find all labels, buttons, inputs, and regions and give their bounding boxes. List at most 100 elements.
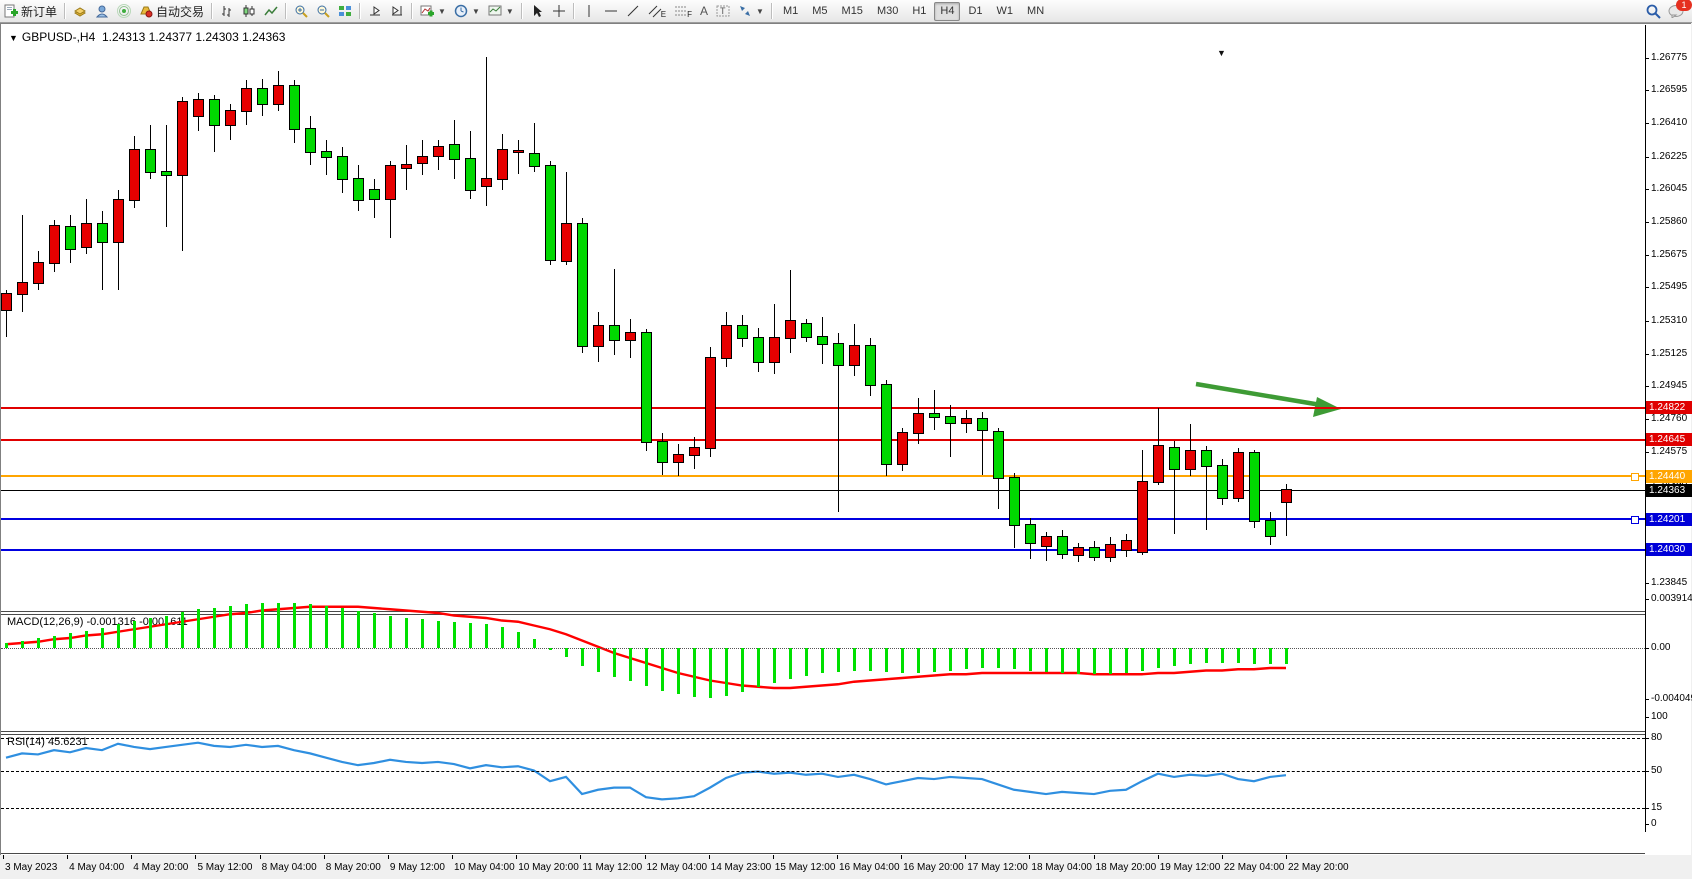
- candle[interactable]: [177, 100, 188, 177]
- chevron-down-icon[interactable]: ▼: [9, 33, 18, 43]
- candle[interactable]: [1137, 480, 1148, 553]
- candle[interactable]: [657, 441, 668, 464]
- candle[interactable]: [577, 222, 588, 347]
- arrows-button[interactable]: ▼: [735, 2, 767, 20]
- candle[interactable]: [241, 88, 252, 112]
- candle[interactable]: [17, 281, 28, 295]
- candle[interactable]: [769, 337, 780, 363]
- candle[interactable]: [337, 156, 348, 180]
- indicators-button[interactable]: ▼: [417, 2, 449, 20]
- horizontal-line-button[interactable]: [601, 2, 621, 20]
- candle[interactable]: [81, 222, 92, 249]
- candle[interactable]: [417, 156, 428, 164]
- zoom-out-button[interactable]: [313, 2, 333, 20]
- candle[interactable]: [977, 418, 988, 431]
- candle[interactable]: [1217, 464, 1228, 499]
- candle[interactable]: [817, 335, 828, 345]
- candle[interactable]: [1153, 444, 1164, 483]
- timeframe-button-m30[interactable]: M30: [876, 4, 899, 17]
- candle[interactable]: [305, 127, 316, 154]
- candle[interactable]: [609, 324, 620, 342]
- candle[interactable]: [993, 430, 1004, 480]
- line-handle[interactable]: [1631, 516, 1639, 525]
- notifications-icon[interactable]: 1: [1668, 0, 1692, 18]
- candlestick-chart-button[interactable]: [239, 2, 259, 20]
- search-icon[interactable]: [1646, 4, 1661, 19]
- candle[interactable]: [625, 332, 636, 342]
- candle[interactable]: [497, 149, 508, 180]
- candle[interactable]: [49, 224, 60, 265]
- trendline-button[interactable]: [623, 2, 643, 20]
- candle[interactable]: [721, 324, 732, 360]
- candle[interactable]: [1009, 477, 1020, 526]
- candle[interactable]: [1041, 536, 1052, 548]
- candle[interactable]: [1281, 489, 1292, 503]
- candle[interactable]: [353, 177, 364, 202]
- new-order-button[interactable]: 新订单: [1, 2, 60, 20]
- channel-button[interactable]: E: [645, 2, 669, 20]
- timeframe-button-w1[interactable]: W1: [996, 4, 1014, 17]
- chart-window[interactable]: ▼ GBPUSD-,H4 1.24313 1.24377 1.24303 1.24…: [0, 23, 1692, 873]
- line-chart-button[interactable]: [261, 2, 281, 20]
- candle[interactable]: [545, 165, 556, 261]
- timeframe-button-m5[interactable]: M5: [812, 4, 828, 17]
- candle[interactable]: [289, 84, 300, 130]
- auto-trading-button[interactable]: 自动交易: [136, 2, 207, 20]
- candle[interactable]: [1057, 536, 1068, 555]
- candle[interactable]: [689, 446, 700, 456]
- horizontal-level-line[interactable]: [1, 406, 1645, 409]
- candle[interactable]: [97, 222, 108, 243]
- candle[interactable]: [401, 163, 412, 170]
- horizontal-level-line[interactable]: [1, 518, 1645, 521]
- candle[interactable]: [465, 158, 476, 191]
- candle[interactable]: [1089, 547, 1100, 559]
- candle[interactable]: [801, 323, 812, 338]
- zoom-in-button[interactable]: [291, 2, 311, 20]
- tile-windows-button[interactable]: [335, 2, 355, 20]
- candle[interactable]: [33, 262, 44, 284]
- candle[interactable]: [641, 332, 652, 444]
- candle[interactable]: [433, 145, 444, 157]
- line-handle[interactable]: [1631, 473, 1639, 482]
- pane-separator[interactable]: [1, 731, 1645, 735]
- market-watch-button[interactable]: [70, 2, 90, 20]
- candle[interactable]: [897, 432, 908, 465]
- candle[interactable]: [1121, 539, 1132, 551]
- candle[interactable]: [1025, 523, 1036, 544]
- vertical-line-button[interactable]: [579, 2, 599, 20]
- candle[interactable]: [321, 151, 332, 159]
- text-label-button[interactable]: T: [713, 2, 733, 20]
- horizontal-level-line[interactable]: [1, 475, 1645, 478]
- candle[interactable]: [209, 99, 220, 127]
- candle[interactable]: [945, 416, 956, 424]
- candle[interactable]: [65, 226, 76, 250]
- candle[interactable]: [1233, 452, 1244, 499]
- timeframe-button-h4[interactable]: H4: [934, 1, 961, 21]
- horizontal-level-line[interactable]: [1, 438, 1645, 441]
- candle[interactable]: [1249, 452, 1260, 523]
- candle[interactable]: [1185, 450, 1196, 471]
- timeframe-button-d1[interactable]: D1: [968, 4, 983, 17]
- data-window-button[interactable]: [92, 2, 112, 20]
- chart-shift-button[interactable]: [387, 2, 407, 20]
- candle[interactable]: [225, 109, 236, 127]
- candle[interactable]: [481, 177, 492, 188]
- candle[interactable]: [849, 344, 860, 367]
- candle[interactable]: [113, 199, 124, 243]
- candle[interactable]: [865, 344, 876, 387]
- candle[interactable]: [1265, 520, 1276, 537]
- fibonacci-button[interactable]: F: [671, 2, 695, 20]
- candle[interactable]: [929, 412, 940, 419]
- candle[interactable]: [1201, 450, 1212, 467]
- periods-button[interactable]: ▼: [451, 2, 483, 20]
- candle[interactable]: [529, 152, 540, 168]
- candle[interactable]: [193, 99, 204, 118]
- bar-chart-button[interactable]: [217, 2, 237, 20]
- candle[interactable]: [449, 143, 460, 161]
- horizontal-level-line[interactable]: [1, 489, 1645, 491]
- candle[interactable]: [145, 149, 156, 173]
- trend-arrow-shaft[interactable]: [1195, 381, 1328, 409]
- candle[interactable]: [1169, 446, 1180, 471]
- candle[interactable]: [881, 384, 892, 465]
- horizontal-level-line[interactable]: [1, 548, 1645, 551]
